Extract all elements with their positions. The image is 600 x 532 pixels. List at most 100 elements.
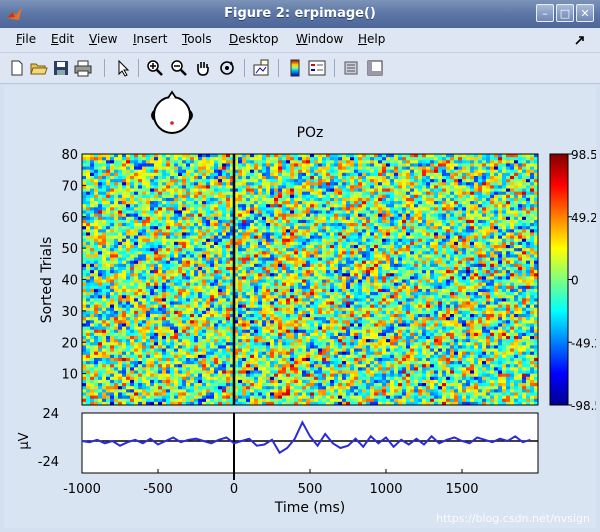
heatmap-cell — [478, 201, 483, 205]
heatmap-cell — [414, 207, 419, 211]
heatmap-cell — [350, 263, 355, 268]
dock-arrow-icon[interactable] — [574, 34, 586, 46]
heatmap-cell — [102, 257, 107, 262]
maximize-button[interactable]: □ — [556, 4, 574, 22]
legend-icon[interactable] — [308, 59, 326, 77]
heatmap-cell — [298, 179, 303, 183]
menu-tools[interactable]: Tools — [182, 32, 212, 46]
heatmap-cell — [178, 257, 183, 262]
heatmap-cell — [454, 282, 459, 287]
heatmap-cell — [294, 223, 299, 227]
open-folder-icon[interactable] — [30, 59, 48, 77]
rotate-icon[interactable] — [218, 59, 236, 77]
heatmap-cell — [250, 229, 255, 233]
heatmap-cell — [414, 276, 419, 280]
heatmap-cell — [422, 244, 427, 249]
heatmap-cell — [238, 273, 243, 277]
heatmap-cell — [410, 273, 415, 277]
menu-insert[interactable]: Insert — [133, 32, 168, 46]
zoom-out-icon[interactable] — [170, 59, 188, 77]
show-plot-tools-icon[interactable] — [366, 59, 384, 77]
heatmap-cell — [122, 223, 127, 227]
heatmap-cell — [274, 229, 279, 233]
heatmap-cell — [534, 282, 539, 287]
heatmap-cell — [294, 257, 299, 262]
heatmap-cell — [510, 238, 515, 243]
heatmap-cell — [266, 166, 271, 171]
heatmap-cell — [202, 235, 207, 240]
title-bar[interactable]: Figure 2: erpimage() – □ ✕ — [0, 0, 600, 28]
heatmap-cell — [250, 270, 255, 274]
heatmap-cell — [218, 204, 223, 208]
heatmap-cell — [470, 191, 475, 196]
heatmap-cell — [186, 219, 191, 224]
heatmap-cell — [350, 219, 355, 224]
heatmap-cell — [214, 172, 219, 177]
pointer-icon[interactable] — [114, 59, 132, 77]
pan-hand-icon[interactable] — [194, 59, 212, 77]
heatmap-cell — [458, 226, 463, 230]
menu-help[interactable]: Help — [358, 32, 386, 46]
heatmap-cell — [458, 204, 463, 208]
heatmap-cell — [386, 226, 391, 230]
menu-view[interactable]: View — [89, 32, 118, 46]
heatmap-cell — [262, 157, 267, 161]
heatmap-cell — [490, 248, 495, 252]
heatmap-cell — [274, 235, 279, 240]
heatmap-cell — [94, 172, 99, 177]
hide-plot-tools-icon[interactable] — [342, 59, 360, 77]
heatmap-cell — [374, 279, 379, 284]
heatmap-cell — [510, 285, 515, 290]
zoom-in-icon[interactable] — [146, 59, 164, 77]
heatmap-cell — [366, 175, 371, 180]
close-button[interactable]: ✕ — [576, 4, 594, 22]
heatmap-cell — [434, 260, 439, 265]
heatmap-cell — [470, 157, 475, 161]
heatmap-cell — [114, 197, 119, 202]
heatmap-cell — [230, 204, 235, 208]
heatmap-cell — [462, 179, 467, 183]
heatmap-cell — [358, 248, 363, 252]
heatmap-cell — [374, 210, 379, 215]
menu-window[interactable]: Window — [296, 32, 344, 46]
heatmap-cell — [250, 160, 255, 164]
save-icon[interactable] — [52, 59, 70, 77]
menu-edit[interactable]: Edit — [51, 32, 75, 46]
heatmap-cell — [178, 179, 183, 183]
heatmap-cell — [402, 197, 407, 202]
heatmap-cell — [490, 157, 495, 161]
heatmap-cell — [122, 216, 127, 221]
heatmap-cell — [218, 229, 223, 233]
heatmap-cell — [282, 235, 287, 240]
print-icon[interactable] — [74, 59, 92, 77]
heatmap-cell — [274, 254, 279, 258]
heatmap-cell — [318, 179, 323, 183]
heatmap-cell — [122, 175, 127, 180]
heatmap-cell — [306, 182, 311, 186]
heatmap-cell — [502, 279, 507, 284]
figure-canvas[interactable]: POz 10 20 30 40 50 60 70 80 Sorted Trials — [4, 85, 600, 528]
colorbar-icon[interactable] — [286, 59, 304, 77]
heatmap-cell — [222, 285, 227, 290]
heatmap-cell — [210, 157, 215, 161]
heatmap-cell — [98, 241, 103, 246]
heatmap-cell — [242, 251, 247, 255]
heatmap-cell — [514, 154, 519, 158]
heatmap-cell — [422, 204, 427, 208]
menu-desktop[interactable]: Desktop — [229, 32, 279, 46]
new-file-icon[interactable] — [8, 59, 26, 77]
heatmap-cell — [138, 191, 143, 196]
heatmap-cell — [238, 260, 243, 265]
heatmap-cell — [222, 254, 227, 258]
heatmap-cell — [406, 154, 411, 158]
data-cursor-icon[interactable] — [252, 59, 270, 77]
heatmap-cell — [102, 254, 107, 258]
heatmap-cell — [466, 254, 471, 258]
minimize-button[interactable]: – — [536, 4, 554, 22]
heatmap-cell — [514, 194, 519, 199]
heatmap-cell — [302, 179, 307, 183]
heatmap-cell — [358, 226, 363, 230]
heatmap-cell — [318, 263, 323, 268]
heatmap-cell — [146, 194, 151, 199]
menu-file[interactable]: File — [16, 32, 37, 46]
